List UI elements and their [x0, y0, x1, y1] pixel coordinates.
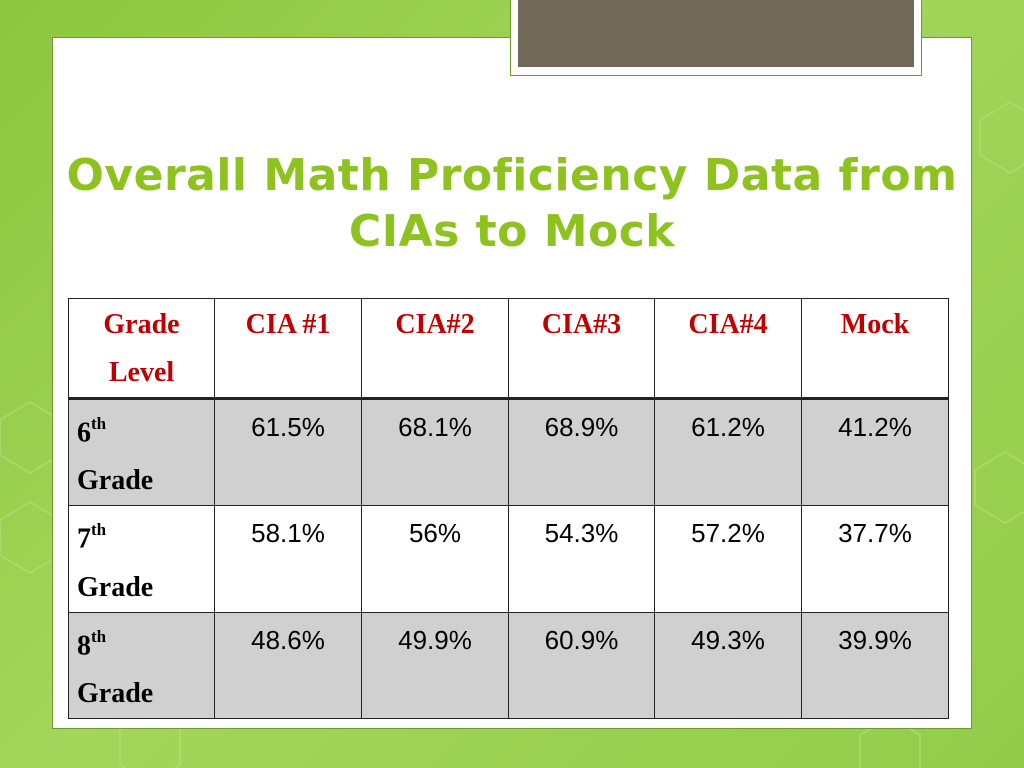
cell-cia-4: 57.2% [654, 505, 802, 613]
cell-cia-1: 48.6% [214, 611, 362, 719]
proficiency-table: Grade Level CIA #1 CIA#2 CIA#3 CIA#4 Moc… [68, 298, 949, 719]
table-row-7th-grade: 7th Grade 58.1% 56% 54.3% 57.2% 37.7% [68, 505, 949, 613]
grade-number: 7 [77, 523, 91, 555]
cell-cia-2: 49.9% [361, 611, 509, 719]
grade-cell: 7th Grade [68, 505, 215, 613]
header-cia-1: CIA #1 [214, 298, 362, 399]
slide-title-line2: CIAs to Mock [348, 206, 676, 257]
grade-suffix: th [91, 626, 107, 646]
cell-cia-1: 61.5% [214, 397, 362, 507]
grade-word: Grade [77, 571, 154, 603]
grade-number: 8 [77, 629, 91, 661]
header-grade-level-line2: Level [108, 357, 175, 388]
grade-number: 6 [77, 417, 91, 449]
slide-title-line1: Overall Math Proficiency Data from [66, 150, 958, 201]
cell-cia-3: 68.9% [508, 397, 655, 507]
grade-word: Grade [77, 465, 154, 497]
table-header-row: Grade Level CIA #1 CIA#2 CIA#3 CIA#4 Moc… [68, 298, 949, 399]
title-tab-placeholder [518, 0, 914, 67]
header-cia-2: CIA#2 [361, 298, 509, 399]
cell-cia-4: 61.2% [654, 397, 802, 507]
table-row-8th-grade: 8th Grade 48.6% 49.9% 60.9% 49.3% 39.9% [68, 611, 949, 719]
header-grade-level-line1: Grade [103, 309, 180, 340]
grade-cell: 6th Grade [68, 397, 215, 507]
cell-cia-3: 54.3% [508, 505, 655, 613]
header-mock: Mock [801, 298, 949, 399]
grade-suffix: th [91, 520, 107, 540]
cell-cia-4: 49.3% [654, 611, 802, 719]
slide-title: Overall Math Proficiency Data from CIAs … [52, 148, 972, 260]
table-row-6th-grade: 6th Grade 61.5% 68.1% 68.9% 61.2% 41.2% [68, 397, 949, 507]
cell-mock: 41.2% [801, 397, 949, 507]
cell-mock: 37.7% [801, 505, 949, 613]
cell-cia-2: 68.1% [361, 397, 509, 507]
grade-word: Grade [77, 677, 154, 709]
cell-cia-3: 60.9% [508, 611, 655, 719]
header-cia-3: CIA#3 [508, 298, 655, 399]
grade-cell: 8th Grade [68, 611, 215, 719]
cell-cia-2: 56% [361, 505, 509, 613]
cell-mock: 39.9% [801, 611, 949, 719]
grade-suffix: th [91, 414, 107, 433]
cell-cia-1: 58.1% [214, 505, 362, 613]
header-cia-4: CIA#4 [654, 298, 802, 399]
header-grade-level: Grade Level [68, 298, 215, 399]
